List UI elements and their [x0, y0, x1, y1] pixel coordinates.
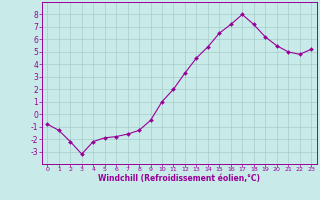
- X-axis label: Windchill (Refroidissement éolien,°C): Windchill (Refroidissement éolien,°C): [98, 174, 260, 183]
